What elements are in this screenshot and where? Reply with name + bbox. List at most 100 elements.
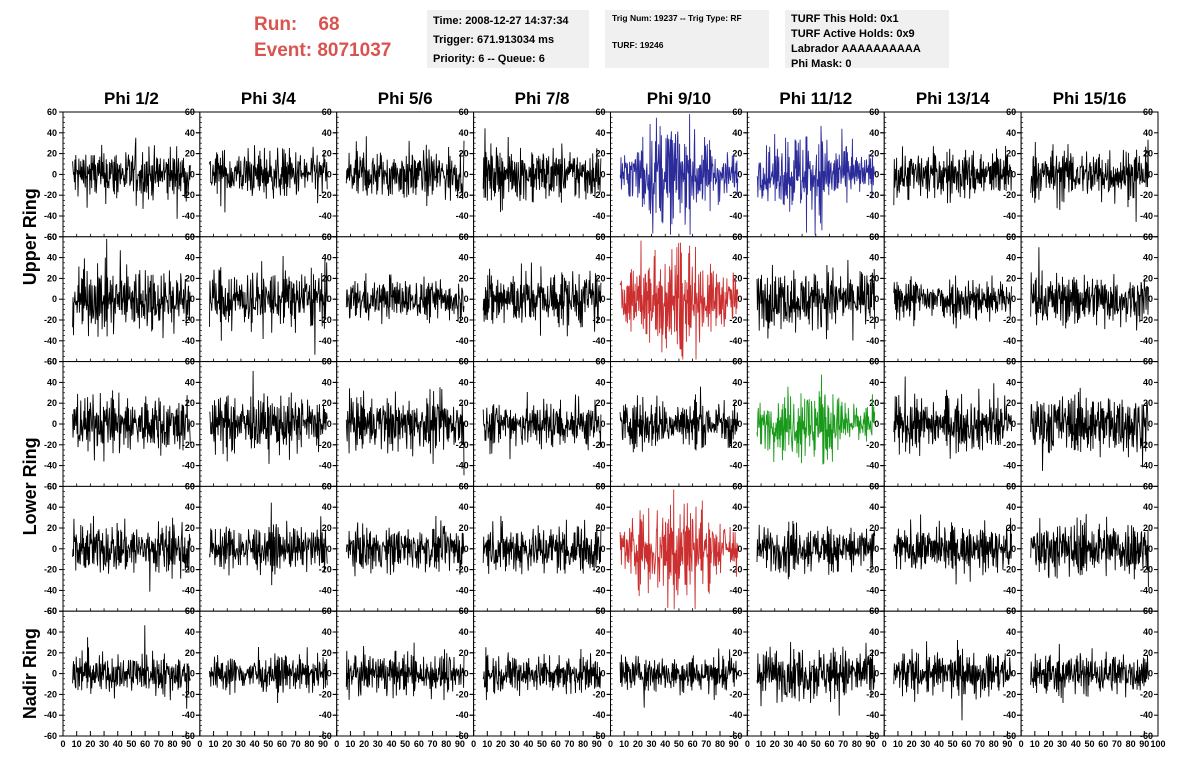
y-tick-label-right: -60	[319, 731, 332, 741]
y-tick-label-right: 60	[1006, 357, 1016, 367]
trigger-text: Trigger: 671.913034 ms	[433, 34, 555, 46]
y-tick-label-right: 40	[1006, 377, 1016, 387]
x-tick-label: 80	[715, 739, 725, 749]
x-tick-label: 70	[975, 739, 985, 749]
y-tick-label: 0	[52, 544, 57, 554]
column-title: Phi 3/4	[241, 89, 296, 108]
y-tick-label-right: 40	[1143, 128, 1153, 138]
time-info-box: Time: 2008-12-27 14:37:34 Trigger: 671.9…	[427, 10, 589, 68]
y-tick-label-right: 0	[874, 544, 879, 554]
y-tick-label-right: 20	[1006, 648, 1016, 658]
y-tick-label-right: 0	[1148, 294, 1153, 304]
y-tick-label-right: 60	[459, 107, 469, 117]
y-tick-label: 0	[52, 169, 57, 179]
y-tick-label-right: 40	[595, 627, 605, 637]
y-tick-label-right: -60	[1140, 731, 1153, 741]
y-tick-label: -20	[44, 689, 57, 699]
y-tick-label-right: 40	[185, 627, 195, 637]
y-tick-label-right: -40	[1003, 585, 1016, 595]
y-tick-label: 40	[47, 627, 57, 637]
y-tick-label-right: -40	[729, 211, 742, 221]
y-tick-label-right: 20	[322, 648, 332, 658]
y-tick-label-right: 0	[464, 294, 469, 304]
y-tick-label-right: 0	[327, 544, 332, 554]
y-tick-label-right: -20	[592, 315, 605, 325]
y-tick-label-right: 0	[1011, 669, 1016, 679]
y-tick-label-right: -40	[1003, 710, 1016, 720]
y-tick-label-right: -40	[1003, 211, 1016, 221]
y-tick-label-right: 60	[1006, 232, 1016, 242]
y-tick-label-right: 60	[732, 232, 742, 242]
y-tick-label: -60	[44, 481, 57, 491]
y-tick-label-right: 0	[600, 544, 605, 554]
y-tick-label: 20	[47, 273, 57, 283]
x-tick-label: 70	[1112, 739, 1122, 749]
column-title: Phi 15/16	[1053, 89, 1127, 108]
x-tick-label: 10	[345, 739, 355, 749]
y-tick-label-right: -20	[182, 565, 195, 575]
y-tick-label-right: -40	[319, 710, 332, 720]
y-tick-label-right: 20	[322, 523, 332, 533]
column-title: Phi 1/2	[104, 89, 159, 108]
y-tick-label-right: 0	[1148, 544, 1153, 554]
y-tick-label-right: 60	[322, 481, 332, 491]
y-tick-label-right: 20	[1143, 273, 1153, 283]
y-tick-label-right: 60	[185, 357, 195, 367]
y-tick-label-right: 40	[869, 253, 879, 263]
x-tick-label: 60	[140, 739, 150, 749]
y-tick-label-right: 40	[1143, 502, 1153, 512]
y-tick-label-right: 20	[1006, 398, 1016, 408]
y-tick-label-right: 0	[874, 419, 879, 429]
y-tick-label-right: -20	[1140, 565, 1153, 575]
waveform-trace	[482, 647, 602, 701]
turf-info-box: TURF This Hold: 0x1 TURF Active Holds: 0…	[785, 10, 949, 70]
y-tick-label-right: -40	[592, 710, 605, 720]
x-tick-label: 0	[471, 739, 476, 749]
y-tick-label-right: -40	[319, 211, 332, 221]
y-tick-label-right: -20	[319, 565, 332, 575]
x-tick-label: 0	[608, 739, 613, 749]
y-tick-label-right: 0	[737, 669, 742, 679]
y-tick-label-right: 40	[185, 502, 195, 512]
x-tick-label: 50	[811, 739, 821, 749]
y-tick-label-right: -20	[729, 440, 742, 450]
labrador-text: Labrador AAAAAAAAAA	[791, 43, 921, 55]
y-tick-label-right: 20	[869, 523, 879, 533]
x-tick-label: 30	[373, 739, 383, 749]
y-tick-label-right: 0	[600, 419, 605, 429]
y-tick-label-right: 40	[732, 253, 742, 263]
y-tick-label-right: 40	[595, 377, 605, 387]
y-tick-label-right: 20	[185, 398, 195, 408]
waveform-trace	[209, 646, 328, 704]
y-tick-label-right: 60	[322, 232, 332, 242]
x-tick-label: 80	[304, 739, 314, 749]
y-tick-label-right: 60	[869, 357, 879, 367]
x-tick-label: 30	[920, 739, 930, 749]
y-tick-label-right: 60	[459, 232, 469, 242]
x-tick-label: 10	[482, 739, 492, 749]
waveform-trace	[756, 641, 876, 716]
x-tick-label: 60	[961, 739, 971, 749]
y-tick-label-right: -40	[866, 710, 879, 720]
y-tick-label: 60	[47, 232, 57, 242]
y-tick-label-right: -40	[456, 336, 469, 346]
waveform-trace	[482, 128, 602, 213]
y-tick-label-right: 20	[185, 149, 195, 159]
y-tick-label-right: 60	[595, 481, 605, 491]
y-tick-label-right: -20	[456, 565, 469, 575]
waveform-trace	[345, 642, 465, 701]
y-tick-label-right: 20	[322, 149, 332, 159]
y-tick-label-right: 60	[185, 606, 195, 616]
y-tick-label-right: 40	[732, 502, 742, 512]
y-tick-label: 40	[47, 128, 57, 138]
y-tick-label-right: 0	[464, 169, 469, 179]
y-tick-label-right: -40	[729, 461, 742, 471]
event-value: 8071037	[317, 40, 392, 61]
y-tick-label-right: 0	[737, 544, 742, 554]
x-tick-label: 10	[893, 739, 903, 749]
